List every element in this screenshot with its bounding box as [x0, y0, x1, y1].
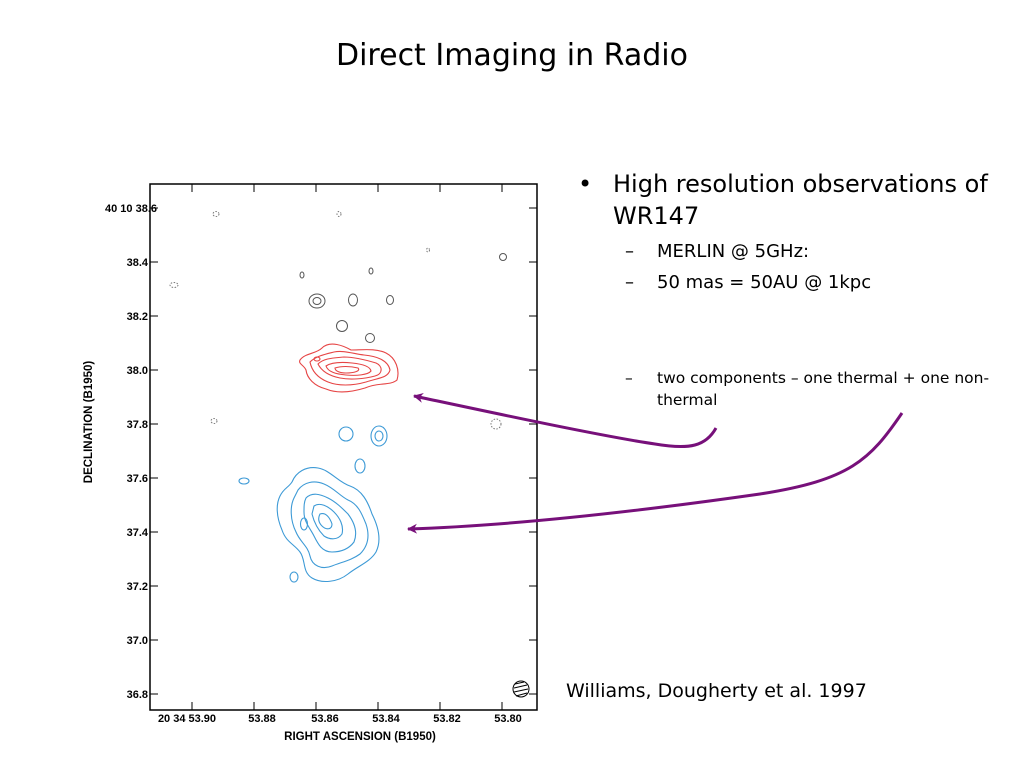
y-tick-label: 38.2: [127, 311, 148, 323]
thermal-component-contours: [299, 343, 399, 393]
x-tick-label: 53.80: [494, 713, 522, 725]
y-axis-title: DECLINATION (B1950): [83, 361, 95, 484]
y-tick-label: 38.4: [127, 257, 149, 269]
y-tick-label: 37.0: [127, 635, 148, 647]
dash-glyph: –: [625, 272, 634, 293]
dotted-noise-contours: [169, 211, 502, 430]
bullet-main-text: High resolution observations of WR147: [613, 170, 988, 230]
citation: Williams, Dougherty et al. 1997: [566, 680, 867, 702]
x-tick-label: 53.86: [311, 713, 339, 725]
bullet-main: • High resolution observations of WR147: [578, 168, 998, 232]
x-tick-label: 53.88: [248, 713, 276, 725]
y-tick-label: 37.6: [127, 473, 148, 485]
y-tick-label: 37.2: [127, 581, 148, 593]
y-tick-marks: [150, 207, 537, 695]
bullet-glyph: •: [578, 170, 593, 198]
plot-frame: [149, 183, 538, 711]
y-tick-label: 36.8: [127, 689, 148, 701]
slide-title: Direct Imaging in Radio: [336, 38, 688, 73]
sub-bullet-components: – two components – one thermal + one non…: [578, 367, 998, 411]
thermal-annotation-arrow: [413, 392, 718, 449]
nonthermal-annotation-arrow: [407, 412, 904, 534]
sub-bullet-resolution: – 50 mas = 50AU @ 1kpc: [578, 271, 998, 295]
sub-bullet-text: two components – one thermal + one non-t…: [657, 369, 990, 409]
y-tick-label: 37.4: [127, 527, 149, 539]
y-tick-label: 40 10 38.6: [105, 203, 157, 215]
x-tick-label: 53.82: [433, 713, 461, 725]
beam-symbol: [512, 680, 530, 698]
x-axis-title: RIGHT ASCENSION (B1950): [284, 731, 436, 743]
x-tick-label: 53.84: [372, 713, 400, 725]
noise-contours: [299, 253, 507, 343]
sub-bullet-text: 50 mas = 50AU @ 1kpc: [657, 272, 872, 293]
dash-glyph: –: [625, 369, 633, 387]
dash-glyph: –: [625, 241, 634, 262]
nonthermal-component-contours: [238, 425, 388, 583]
sub-bullet-text: MERLIN @ 5GHz:: [657, 241, 810, 262]
bullet-list: • High resolution observations of WR147 …: [578, 168, 998, 411]
x-tick-label: 20 34 53.90: [158, 713, 216, 725]
y-tick-label: 38.0: [127, 365, 148, 377]
x-tick-marks: [191, 184, 503, 710]
y-tick-label: 37.8: [127, 419, 148, 431]
sub-bullet-instrument: – MERLIN @ 5GHz:: [578, 240, 998, 264]
